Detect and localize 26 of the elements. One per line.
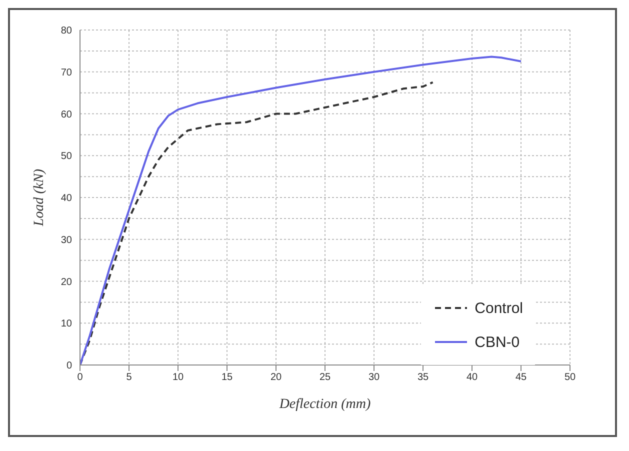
x-tick-label: 5: [126, 372, 132, 384]
y-tick-label: 80: [60, 26, 72, 37]
y-tick-label: 60: [60, 109, 72, 120]
legend-label: CBN-0: [474, 334, 520, 350]
x-tick-label: 20: [270, 372, 282, 384]
x-tick-label: 15: [221, 372, 233, 384]
y-tick-label: 20: [60, 276, 72, 288]
y-tick-label: 30: [60, 234, 72, 246]
y-tick-label: 70: [60, 67, 72, 78]
y-tick-label: 40: [60, 193, 72, 204]
x-axis-title: Deflection (mm): [278, 397, 372, 412]
x-tick-label: 40: [466, 372, 478, 384]
legend-label: Control: [474, 300, 523, 316]
x-tick-label: 50: [564, 372, 576, 384]
x-tick-label: 0: [77, 372, 84, 384]
x-tick-label: 35: [417, 372, 429, 384]
x-tick-label: 10: [172, 372, 184, 384]
line-series: [80, 56, 522, 365]
y-axis-title: Load (kN): [32, 168, 47, 228]
x-tick-label: 25: [319, 372, 331, 384]
x-tick-label: 30: [368, 372, 380, 384]
line-series: [80, 81, 434, 365]
y-tick-label: 10: [60, 318, 72, 330]
y-tick-label: 50: [60, 151, 72, 162]
y-tick-label: 0: [66, 360, 72, 372]
x-tick-label: 45: [515, 372, 527, 384]
